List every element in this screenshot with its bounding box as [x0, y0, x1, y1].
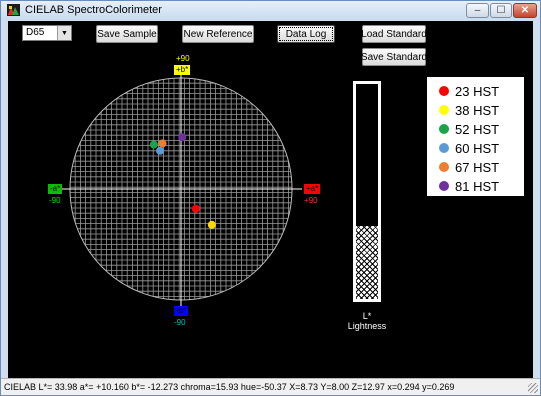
- legend-item: 23 HST: [439, 83, 499, 99]
- load-standard-button[interactable]: Load Standard: [361, 25, 427, 43]
- legend-item: 67 HST: [439, 159, 499, 175]
- sample-point: [158, 139, 167, 148]
- lightness-bar: [353, 81, 381, 302]
- legend-dot: [439, 181, 449, 191]
- b-plus-value: +90: [176, 54, 190, 63]
- maximize-button[interactable]: ☐: [490, 3, 512, 18]
- legend-dot: [439, 86, 449, 96]
- lightness-fill: [356, 225, 378, 299]
- a-plus-axis-tag: +a*: [304, 184, 321, 194]
- legend-item: 52 HST: [439, 121, 499, 137]
- legend-label: 60 HST: [455, 140, 500, 156]
- a-plus-value: +90: [304, 196, 318, 205]
- ab-color-plot[interactable]: [8, 21, 533, 378]
- legend-label: 23 HST: [455, 83, 500, 99]
- legend-label: 52 HST: [455, 121, 500, 137]
- resize-grip-icon[interactable]: [528, 383, 538, 393]
- legend-item: 38 HST: [439, 102, 499, 118]
- new-reference-button[interactable]: New Reference: [182, 25, 254, 43]
- legend-dot: [439, 124, 449, 134]
- legend: 23 HST 38 HST 52 HST 60 HST 67 HST 81 HS…: [427, 77, 524, 196]
- b-plus-axis-tag: +b*: [174, 65, 191, 75]
- chevron-down-icon[interactable]: ▼: [57, 26, 71, 40]
- legend-dot: [439, 143, 449, 153]
- status-bar: CIELAB L*= 33.98 a*= +10.160 b*= -12.273…: [1, 378, 540, 395]
- sample-point: [156, 146, 165, 155]
- legend-item: 60 HST: [439, 140, 499, 156]
- maximize-icon: ☐: [496, 5, 506, 16]
- legend-dot: [439, 105, 449, 115]
- window-title: CIELAB SpectroColorimeter: [25, 4, 162, 16]
- save-standard-button[interactable]: Save Standard: [361, 48, 427, 66]
- a-minus-axis-tag: -a*: [48, 184, 63, 194]
- legend-item: 81 HST: [439, 178, 499, 194]
- sample-point: [191, 204, 200, 213]
- sample-point: [178, 133, 187, 142]
- illuminant-select[interactable]: D65 ▼: [22, 25, 72, 41]
- a-minus-value: -90: [49, 196, 61, 205]
- legend-label: 67 HST: [455, 159, 500, 175]
- minimize-button[interactable]: –: [466, 3, 489, 18]
- illuminant-value: D65: [26, 27, 45, 38]
- sample-point: [207, 220, 216, 229]
- legend-dot: [439, 162, 449, 172]
- app-icon: [7, 4, 20, 16]
- status-readout: CIELAB L*= 33.98 a*= +10.160 b*= -12.273…: [4, 382, 455, 392]
- lightness-label: Lightness: [347, 321, 387, 331]
- b-minus-value: -90: [174, 318, 186, 327]
- save-sample-button[interactable]: Save Sample: [96, 25, 158, 43]
- data-log-button[interactable]: Data Log: [277, 25, 335, 43]
- lightness-symbol: L*: [362, 311, 372, 321]
- minimize-icon: –: [474, 5, 481, 16]
- title-bar[interactable]: CIELAB SpectroColorimeter – ☐ ✕: [1, 1, 540, 20]
- sample-point: [149, 140, 158, 149]
- b-minus-axis-tag: -b*: [174, 306, 189, 316]
- close-button[interactable]: ✕: [513, 3, 537, 18]
- legend-label: 81 HST: [455, 178, 500, 194]
- main-panel: D65 ▼ Save Sample New Reference Data Log…: [8, 21, 533, 378]
- close-icon: ✕: [520, 5, 530, 16]
- legend-label: 38 HST: [455, 102, 500, 118]
